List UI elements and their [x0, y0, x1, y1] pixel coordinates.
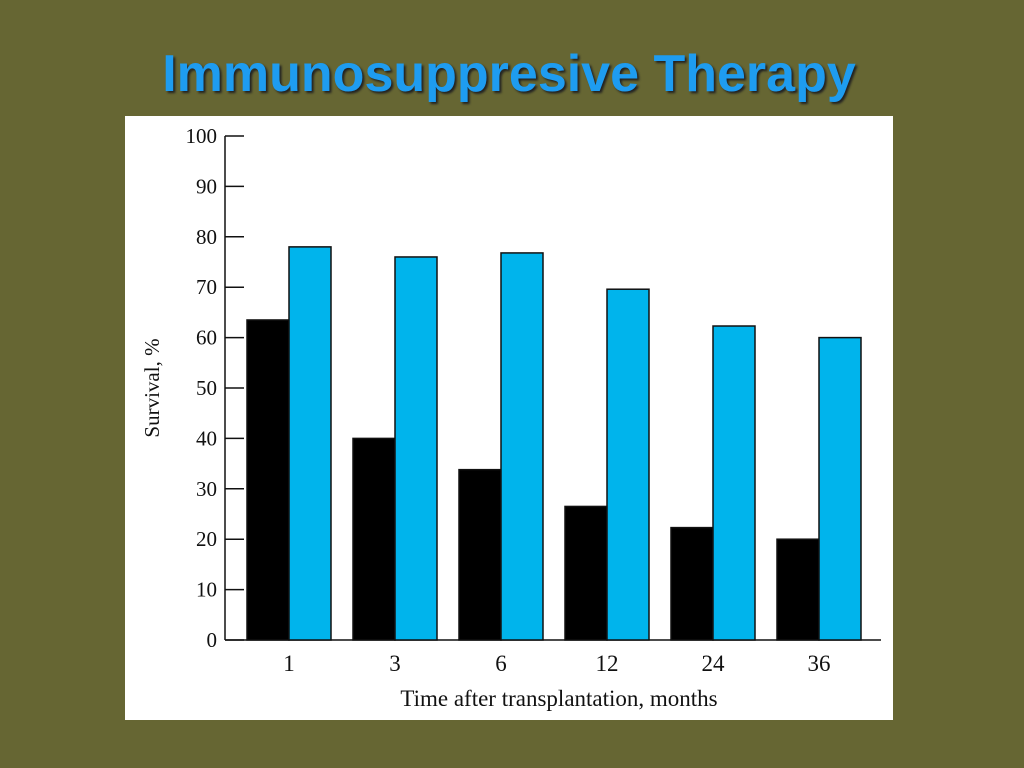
y-tick-label: 60	[196, 326, 217, 350]
bar	[670, 526, 714, 641]
y-tick-label: 50	[196, 376, 217, 400]
bar	[394, 256, 438, 641]
x-tick-label: 3	[389, 651, 401, 676]
y-tick-label: 100	[186, 124, 218, 148]
slide-title: Immunosuppresive Therapy	[162, 45, 856, 103]
x-tick-label: 12	[596, 651, 619, 676]
bar	[500, 252, 544, 641]
y-tick-label: 20	[196, 527, 217, 551]
bar	[564, 505, 608, 641]
bars: 1 3 6 12 24 36	[246, 246, 862, 676]
y-tick-label: 80	[196, 225, 217, 249]
y-tick-label: 70	[196, 275, 217, 299]
x-tick-label: 6	[495, 651, 507, 676]
y-tick-label: 0	[207, 628, 218, 652]
x-tick-label: 24	[702, 651, 726, 676]
bar	[352, 437, 396, 641]
y-axis-label: Survival, %	[140, 338, 164, 437]
x-axis-label: Time after transplantation, months	[400, 686, 717, 711]
bar	[458, 468, 502, 641]
y-tick-label: 10	[196, 578, 217, 602]
bar	[246, 319, 290, 641]
bar	[288, 246, 332, 641]
bar	[776, 538, 820, 641]
chart-panel: 0 10 20 30 40 50 60 70 80 90 100 1 3 6 12 24 36 Surviva…	[125, 116, 893, 720]
y-tick-label: 30	[196, 477, 217, 501]
y-tick-label: 90	[196, 174, 217, 198]
x-tick-label: 36	[808, 651, 831, 676]
y-axis: 0 10 20 30 40 50 60 70 80 90 100	[186, 124, 244, 652]
bar	[606, 288, 650, 641]
bar	[818, 336, 862, 641]
x-tick-label: 1	[283, 651, 295, 676]
y-tick-label: 40	[196, 426, 217, 450]
bar	[712, 325, 756, 641]
